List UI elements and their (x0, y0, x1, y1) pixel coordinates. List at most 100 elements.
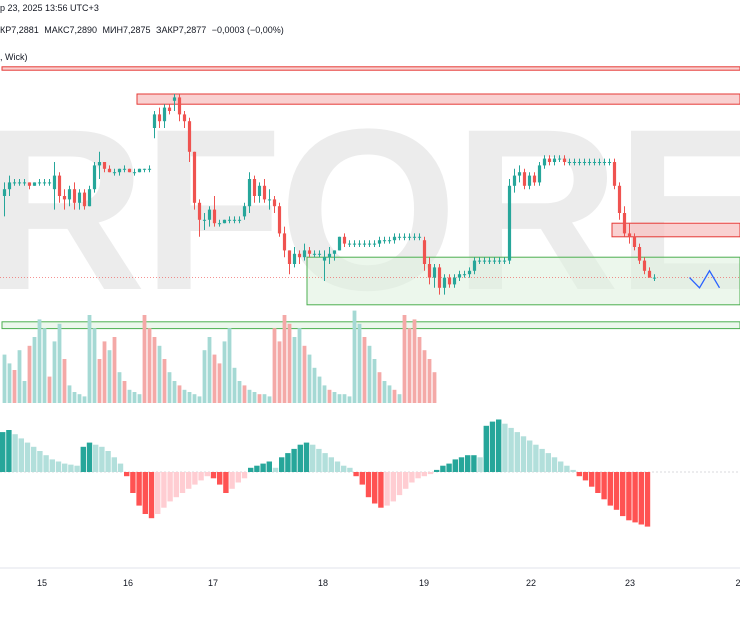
volume-bar (62, 359, 67, 403)
candle-body (167, 107, 172, 111)
candle-body (182, 114, 187, 122)
volume-bar (247, 389, 252, 403)
candle (447, 274, 452, 288)
time-axis-label: 22 (526, 578, 536, 588)
candle (432, 264, 437, 288)
candle-body (602, 162, 607, 163)
time-axis-label: 23 (625, 578, 635, 588)
candle (292, 247, 297, 268)
zone-resistance-0 (1, 66, 740, 71)
candle-body (582, 162, 587, 163)
volume-bar (297, 328, 302, 403)
volume-bar (332, 392, 337, 403)
candle (597, 158, 602, 166)
oscillator-bar (0, 432, 6, 472)
candle-body (207, 209, 212, 220)
oscillator-bar (285, 453, 291, 472)
oscillator-bar (558, 461, 564, 472)
candle (77, 189, 82, 210)
candle-body (347, 243, 352, 245)
volume-bar (242, 385, 247, 403)
time-axis-label: 18 (318, 578, 328, 588)
oscillator-bar (74, 465, 80, 472)
volume-bar (182, 389, 187, 403)
oscillator-bar (68, 464, 74, 472)
oscillator-bar (241, 472, 248, 479)
candle (127, 168, 132, 173)
oscillator-bar (223, 472, 229, 493)
oscillator-bar (62, 463, 68, 472)
candle (552, 155, 557, 166)
candle (187, 117, 192, 162)
candle (487, 257, 492, 264)
volume-bar (97, 359, 102, 403)
candle (372, 240, 377, 247)
candle-body (522, 172, 527, 186)
candle (122, 165, 127, 173)
candle-body (187, 121, 192, 152)
oscillator-bar (427, 472, 434, 475)
volume-layer (2, 310, 437, 403)
candle (607, 158, 612, 166)
candle-body (642, 260, 647, 271)
volume-bar (267, 396, 272, 403)
oscillator-bar (334, 461, 341, 472)
oscillator-bar (477, 457, 483, 472)
candle-body (32, 182, 37, 186)
oscillator-bar (396, 472, 403, 496)
volume-bar (212, 354, 217, 403)
oscillator-bar (328, 457, 334, 472)
candle (362, 240, 367, 247)
candle-body (272, 199, 277, 207)
oscillator-bar (489, 421, 496, 472)
candle (622, 206, 627, 237)
candle-body (92, 165, 97, 190)
oscillator-bar (483, 425, 489, 472)
volume-bar (27, 345, 32, 403)
candle-body (117, 168, 122, 173)
oscillator-bar (570, 469, 576, 472)
indicator-label[interactable]: , Wick) (0, 52, 28, 62)
oscillator-bar (613, 472, 620, 510)
candle (47, 179, 52, 186)
candle-body (342, 236, 347, 244)
candle (367, 240, 372, 247)
candle-body (622, 213, 627, 234)
candle-body (632, 236, 637, 247)
candle-body (47, 182, 52, 184)
volume-bar (57, 323, 62, 403)
candle-body (392, 236, 397, 241)
candle-body (237, 219, 242, 221)
volume-bar (132, 392, 137, 403)
oscillator-bar (440, 465, 446, 472)
candle-body (102, 162, 107, 169)
candle-body (442, 277, 447, 288)
candle (277, 202, 282, 237)
oscillator-bar (130, 472, 136, 493)
oscillator-bar (310, 444, 316, 472)
oscillator-bar (527, 440, 533, 472)
candle (262, 179, 267, 203)
oscillator-bar (316, 448, 322, 472)
oscillator-bar (235, 472, 241, 483)
volume-bar (392, 389, 397, 403)
oscillator-bar (142, 472, 148, 514)
candle-body (127, 168, 132, 173)
volume-bar (222, 341, 227, 403)
header-datetime: р 23, 2025 13:56 UTC+3 (0, 3, 99, 13)
candle (112, 168, 117, 176)
candle (7, 175, 12, 196)
volume-bar (147, 328, 152, 403)
oscillator-bar (117, 463, 124, 472)
candle-body (297, 253, 302, 258)
candle-body (527, 175, 532, 186)
zones-layer (0, 66, 740, 330)
oscillator-bar (620, 472, 626, 517)
candle-body (502, 260, 507, 262)
candle-body (512, 175, 517, 186)
candle (117, 168, 122, 176)
volume-bar (292, 337, 297, 403)
candle (332, 250, 337, 261)
